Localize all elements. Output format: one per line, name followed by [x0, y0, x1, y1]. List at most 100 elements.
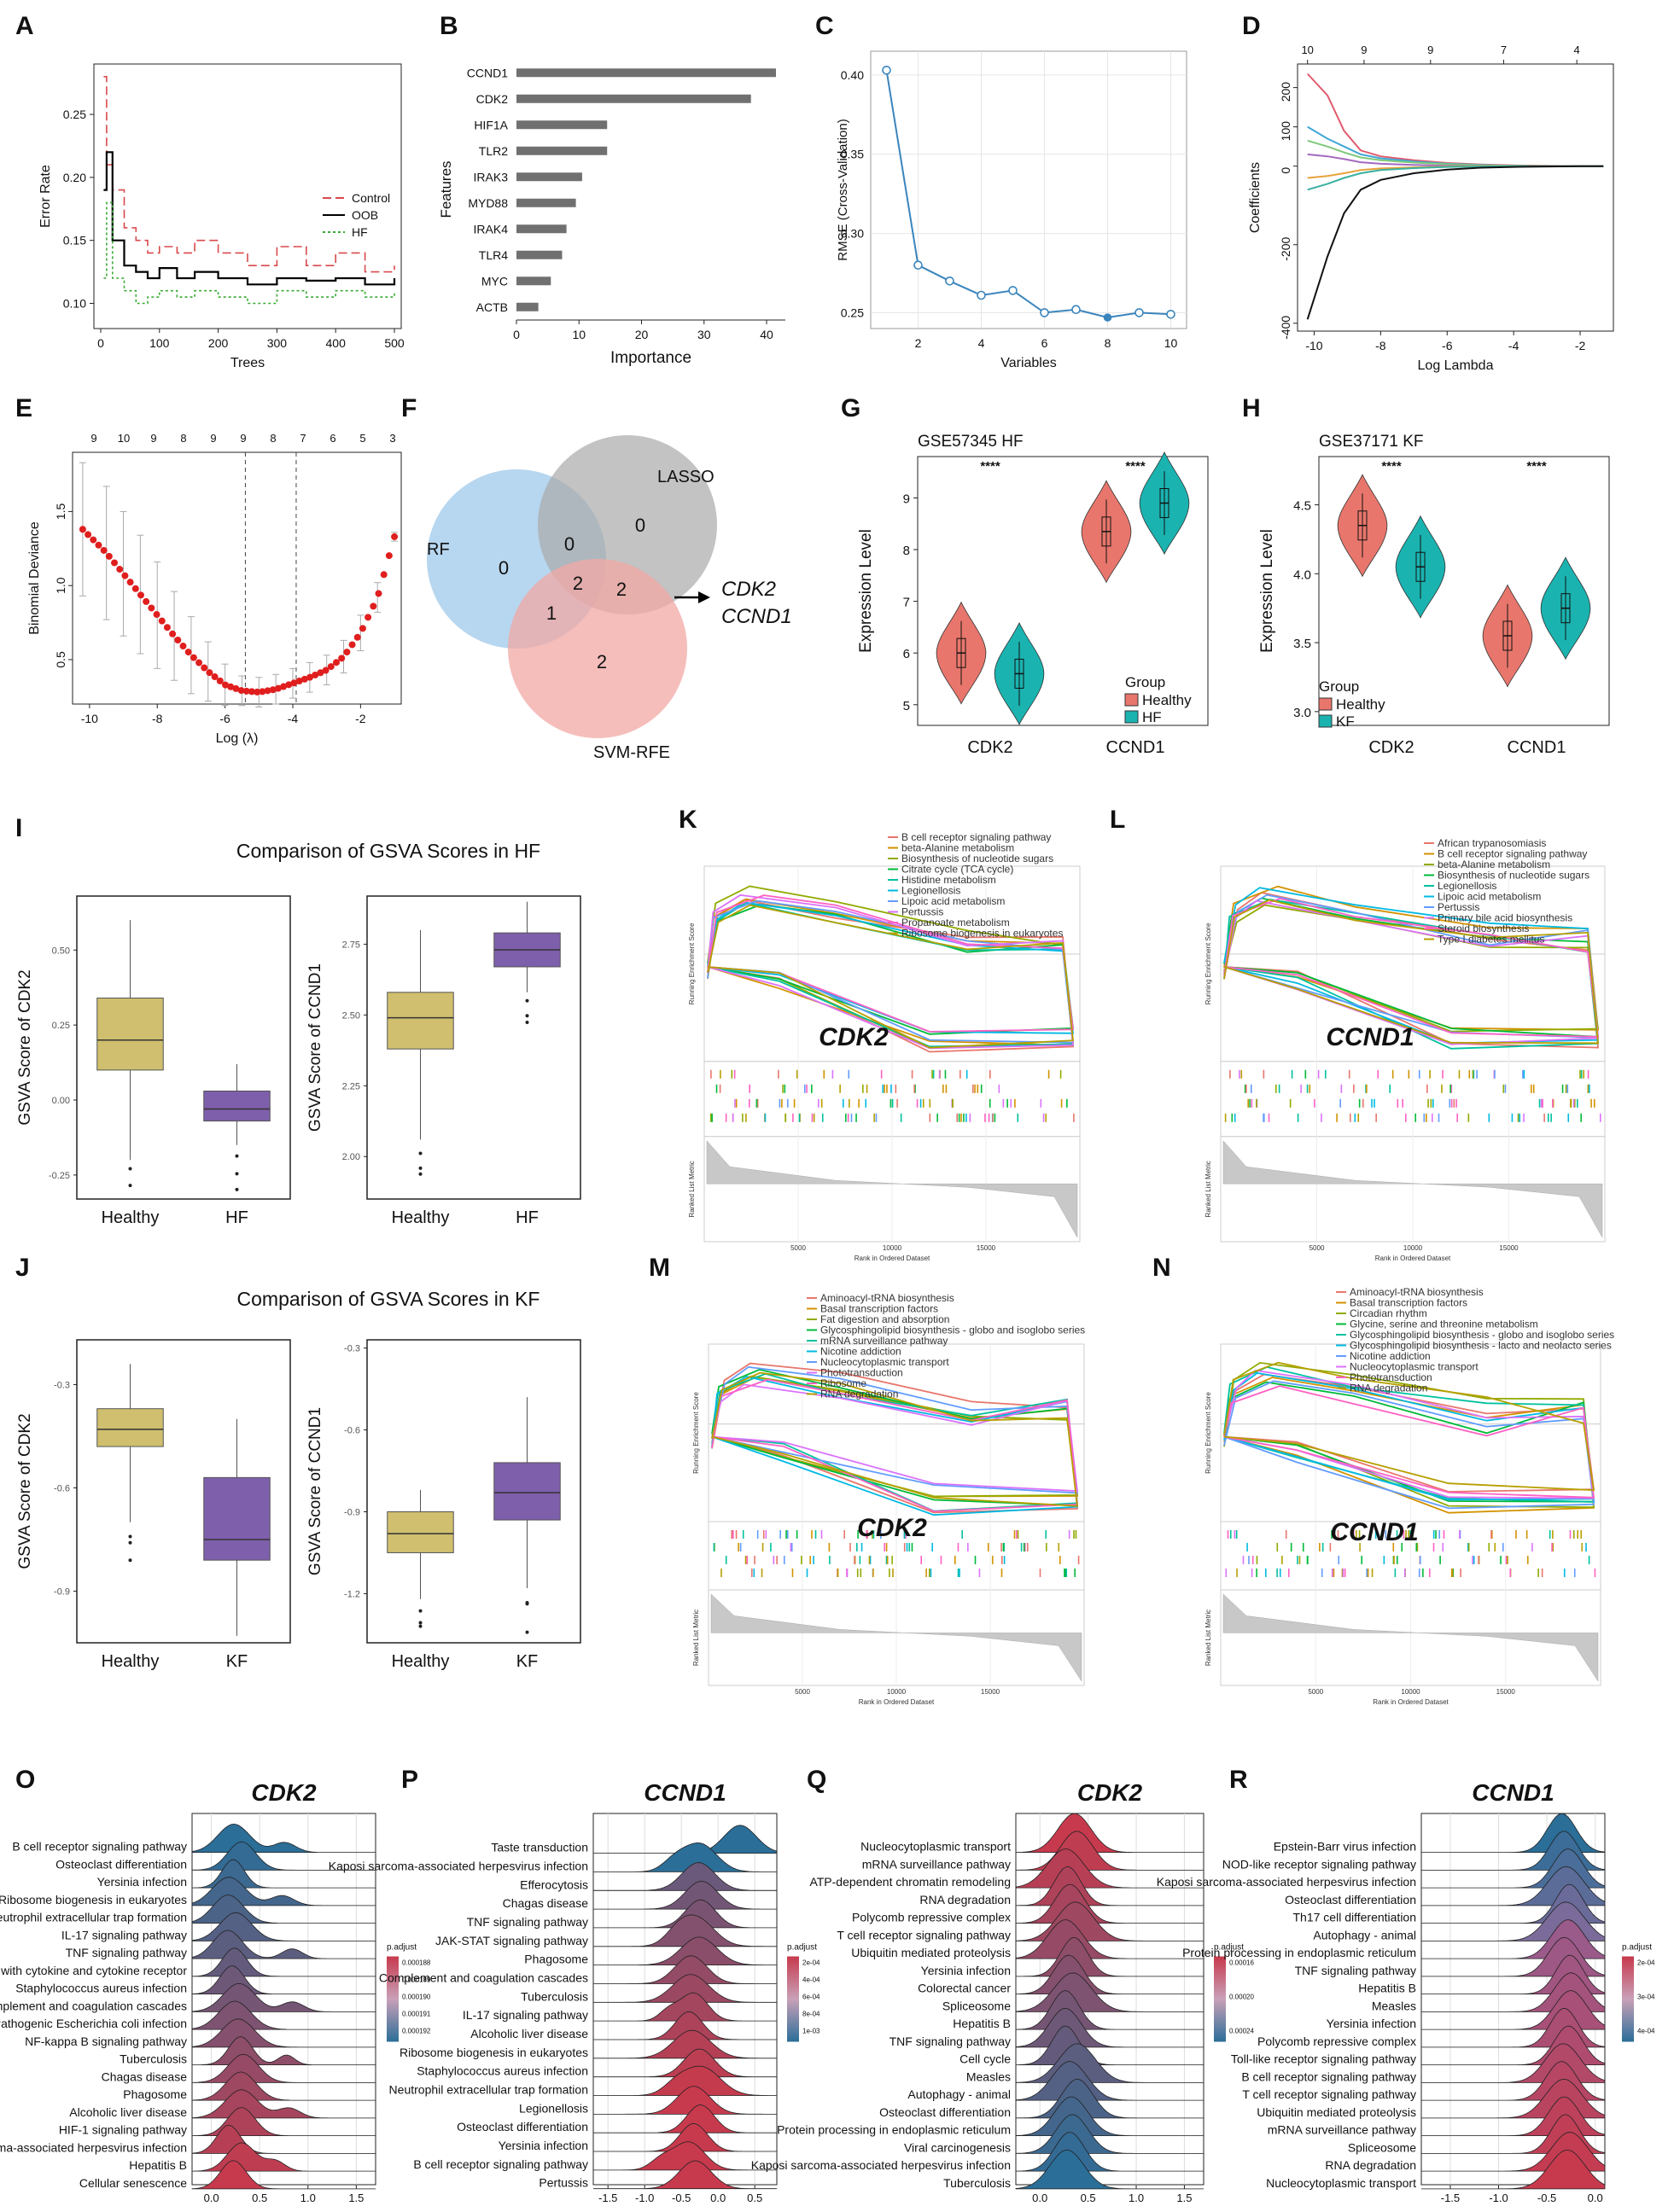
x-tick-label-P: 0.0 [710, 2192, 726, 2204]
deviance-point-E [269, 686, 277, 694]
outlier-J-right [418, 1609, 423, 1613]
deviance-point-E [201, 664, 208, 672]
term-label-P: Kaposi sarcoma-associated herpesvirus in… [329, 1859, 588, 1872]
x-tick-label-R: -0.5 [1537, 2192, 1556, 2204]
term-label-P: Chagas disease [503, 1896, 589, 1910]
ridge-density-O [191, 2160, 376, 2190]
venn-count: 1 [546, 602, 557, 624]
x-tick-label-P: -1.5 [598, 2192, 617, 2204]
legend-label-A-Control: Control [352, 191, 390, 205]
venn-set-label-RF: RF [427, 540, 450, 559]
y-tick-label-J-right: -0.6 [344, 1426, 360, 1436]
panel-letter-J: J [15, 1254, 30, 1282]
gsea-y2-label-K: Ranked List Metric [688, 1161, 696, 1217]
x-tick-label-D: -4 [1508, 339, 1519, 352]
pathway-legend-label-L: Type I diabetes mellitus [1438, 934, 1544, 946]
legend-tick-label-O: 0.000192 [402, 2028, 431, 2035]
top-tick-label-E: 9 [240, 432, 246, 445]
legend-key-H-Healthy [1318, 697, 1333, 711]
x-tick-label-E: -4 [288, 712, 299, 725]
y-tick-label-C: 0.30 [841, 227, 864, 241]
outlier-I-left [235, 1154, 239, 1158]
y-tick-label-D: -200 [1279, 237, 1292, 261]
term-label-Q: TNF signaling pathway [889, 2034, 1011, 2048]
panel-title-G: GSE57345 HF [918, 433, 1024, 451]
deviance-point-E [148, 604, 155, 612]
group-label-J-right: Healthy [392, 1652, 450, 1671]
ridge-density-P [593, 1899, 777, 1929]
deviance-point-E [111, 559, 119, 567]
panel-letter-A: A [15, 12, 34, 40]
deviance-point-E [131, 585, 139, 592]
panel-letter-K: K [679, 806, 697, 834]
venn-count: 2 [616, 579, 627, 600]
series-line-OOB [103, 151, 396, 286]
term-label-R: Epstein-Barr virus infection [1274, 1840, 1416, 1854]
term-label-Q: RNA degradation [919, 1893, 1011, 1906]
x-tick-label-D: -10 [1305, 339, 1322, 352]
deviance-point-E [259, 688, 266, 696]
y-tick-label-I-left: 0.50 [52, 946, 70, 956]
significance-label-G: **** [980, 459, 1000, 474]
legend-label-H-Healthy: Healthy [1336, 696, 1385, 713]
data-point-C [1040, 308, 1049, 317]
pathway-legend-label-M: mRNA surveillance pathway [820, 1335, 948, 1347]
pathway-legend-label-N: Aminoacyl-tRNA biosynthesis [1350, 1286, 1484, 1298]
gsea-x-label-M: Rank in Ordered Dataset [859, 1698, 935, 1706]
y-axis-label-H: Expression Level [1258, 529, 1276, 653]
category-label-HIF1A: HIF1A [474, 118, 508, 131]
gsea-x-label-K: Rank in Ordered Dataset [854, 1254, 930, 1262]
ridge-density-P [593, 1992, 777, 2022]
panel-letter-N: N [1152, 1254, 1171, 1282]
gsea-x-tick-K: 5000 [790, 1244, 806, 1252]
enrichment-curve-N [1223, 1361, 1595, 1492]
gsea-gene-label-N: CCND1 [1330, 1518, 1418, 1546]
deviance-point-E [306, 673, 314, 681]
top-tick-label-D: 7 [1501, 44, 1507, 56]
term-label-R: T cell receptor signaling pathway [1242, 2087, 1416, 2101]
x-tick-label-C: 8 [1105, 336, 1111, 350]
group-label-I-left: Healthy [102, 1208, 160, 1227]
ridge-density-Q [1015, 1813, 1204, 1854]
gsea-x-tick-L: 10000 [1403, 1244, 1423, 1252]
ranked-metric-area-L [1222, 1140, 1603, 1238]
gsea-x-tick-K: 15000 [977, 1244, 996, 1252]
x-tick-label-A: 200 [208, 336, 229, 350]
y-tick-label-A: 0.20 [63, 171, 86, 184]
enrichment-curve-L [1223, 899, 1599, 1045]
term-label-P: Pertussis [539, 2176, 588, 2190]
panel-letter-M: M [649, 1254, 670, 1282]
top-tick-label-E: 6 [330, 432, 335, 445]
y-tick-label-J-left: -0.3 [54, 1380, 70, 1390]
term-label-P: Ribosome biogenesis in eukaryotes [400, 2046, 588, 2059]
top-tick-label-E: 9 [210, 432, 216, 445]
outlier-I-right [418, 1166, 423, 1170]
term-label-O: Kaposi sarcoma-associated herpesvirus in… [0, 2140, 187, 2154]
ridge-density-P [593, 2104, 777, 2133]
deviance-point-E [105, 552, 113, 560]
term-label-R: TNF signaling pathway [1295, 1964, 1416, 1977]
outlier-J-left [128, 1558, 132, 1563]
ranked-metric-area-M [710, 1593, 1082, 1682]
gsea-x-tick-L: 15000 [1499, 1244, 1519, 1252]
y-axis-label-D: Coefficients [1248, 162, 1263, 233]
y-tick-label-I-right: 2.25 [342, 1081, 360, 1091]
deviance-point-E [242, 687, 250, 695]
term-label-R: Nucleocytoplasmic transport [1266, 2176, 1416, 2190]
term-label-Q: Ubiquitin mediated proteolysis [851, 1946, 1011, 1959]
enrichment-curve-L [1223, 904, 1600, 1033]
group-label-I-right: HF [516, 1208, 539, 1227]
term-label-O: NF-kappa B signaling pathway [25, 2034, 187, 2048]
y-tick-label-D: 0 [1279, 167, 1292, 174]
y-tick-label-G: 9 [903, 492, 910, 506]
venn-count: 2 [597, 651, 607, 672]
x-tick-label-E: -2 [355, 712, 366, 725]
term-label-O: Tuberculosis [120, 2052, 187, 2066]
top-tick-label-D: 4 [1574, 44, 1580, 56]
bar-MYC [516, 276, 551, 286]
pathway-legend-label-K: Propanoate metabolism [901, 917, 1010, 928]
pathway-legend-label-N: RNA degradation [1350, 1382, 1427, 1394]
pathway-legend-label-M: Glycosphingolipid biosynthesis - globo a… [820, 1324, 1085, 1336]
panel-title-J: Comparison of GSVA Scores in KF [237, 1288, 540, 1310]
y-tick-label-C: 0.40 [841, 68, 864, 82]
